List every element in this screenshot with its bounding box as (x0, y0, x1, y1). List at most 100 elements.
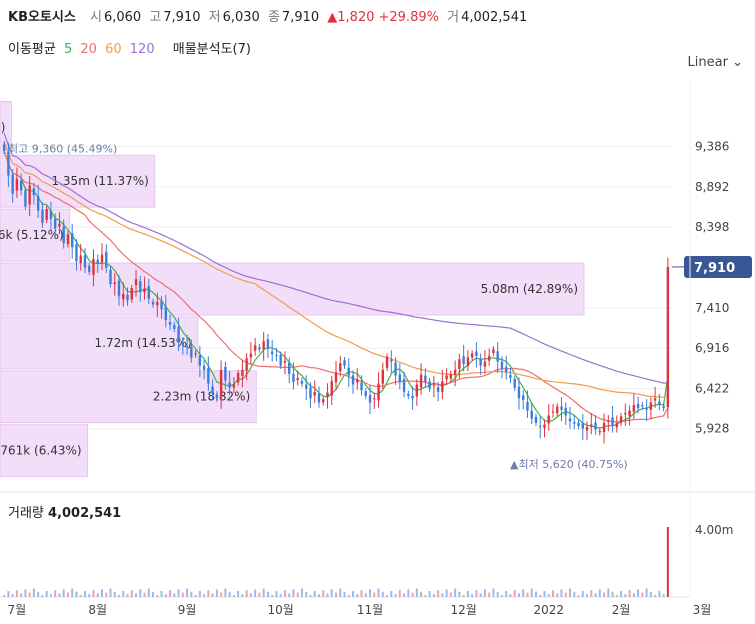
volume-bar (462, 595, 465, 597)
candle-body (228, 382, 231, 388)
volume-bar (603, 592, 606, 597)
volume-bar (249, 593, 252, 597)
volume-bar (173, 593, 176, 597)
volume-bar (390, 591, 393, 597)
x-tick-label: 2022 (533, 603, 564, 617)
ma-120: 120 (129, 42, 155, 57)
volume-bar (66, 592, 69, 597)
volume-bar (364, 593, 367, 597)
candle-body (339, 363, 342, 372)
candle-body (556, 406, 559, 414)
volume-bar (386, 595, 389, 597)
volume-bar (207, 590, 210, 597)
volume-bar (143, 592, 146, 597)
candle-body (300, 380, 304, 384)
volume-bar (564, 592, 567, 597)
volume-bar (135, 593, 138, 597)
volume-bar (339, 588, 342, 597)
volume-bar (45, 591, 48, 597)
candle-body (522, 395, 525, 400)
volume-bar (488, 592, 491, 597)
volume-profile-label: 5.08m (42.89%) (481, 282, 578, 296)
volume-bar (645, 588, 648, 597)
volume-value: 4,002,541 (461, 10, 528, 25)
y-tick-label: 7,410 (695, 301, 729, 315)
volume-bar (598, 589, 601, 597)
candle-body (194, 353, 197, 355)
x-tick-label: 12월 (450, 603, 476, 617)
volume-bar (194, 595, 197, 597)
volume-bar (203, 594, 206, 597)
volume-bar (258, 592, 261, 597)
candle-body (628, 410, 631, 416)
volume-bar (475, 590, 478, 597)
volume-profile-bar (0, 100, 12, 154)
volume-bar (156, 595, 159, 597)
candle-body (547, 415, 550, 424)
volume-bar (317, 594, 320, 597)
candle-body (424, 375, 427, 383)
candle-body (100, 254, 104, 263)
volume-bar (54, 590, 57, 597)
candle-body (492, 349, 495, 353)
candle-body (577, 422, 580, 427)
volume-bar (373, 592, 376, 597)
volume-bar (398, 590, 401, 597)
ma-line-5 (3, 150, 669, 429)
volume-bar (632, 593, 635, 597)
candle-body (419, 374, 423, 388)
volume-bar (594, 593, 597, 597)
volume-bar (241, 594, 244, 597)
chevron-down-icon[interactable]: ⌄ (732, 55, 743, 70)
volume-profile-label[interactable]: 매물분석도(7) (172, 42, 251, 57)
candle-body (245, 358, 248, 371)
volume-title-value: 4,002,541 (48, 506, 122, 521)
volume-bar (441, 593, 444, 597)
moving-average-label[interactable]: 이동평균 (8, 42, 56, 57)
volume-profile-label: 1.72m (14.53%) (95, 336, 192, 350)
candle-body (317, 393, 321, 403)
candle-body (585, 426, 589, 431)
scale-label[interactable]: Linear (687, 55, 728, 70)
volume-bar (547, 594, 550, 597)
candle-body (296, 377, 299, 381)
candle-body (402, 379, 406, 392)
candle-body (53, 218, 57, 229)
candle-body (287, 362, 291, 374)
volume-axis-label: 4.00m (695, 523, 733, 537)
candle-body (428, 381, 431, 389)
candle-body (551, 411, 555, 413)
candle-body (266, 339, 270, 349)
candle-body (411, 395, 414, 399)
candle-body (513, 378, 516, 388)
close-value: 7,910 (281, 10, 320, 25)
volume-bar (79, 595, 82, 597)
volume-bar (330, 589, 333, 597)
stock-name: KB오토시스 (8, 10, 76, 25)
candle-body (45, 208, 48, 220)
volume-profile-bar (0, 370, 257, 424)
scale-selector[interactable]: Linear ⌄ (688, 55, 743, 70)
volume-bar (279, 594, 282, 597)
volume-bar (28, 592, 31, 597)
open-label: 시 (89, 10, 102, 25)
candle-body (147, 286, 150, 299)
volume-bar (190, 591, 193, 597)
candle-body (58, 223, 61, 227)
candle-body (202, 365, 206, 370)
indicator-legend[interactable]: 이동평균 5 20 60 120 매물분석도(7) (8, 38, 255, 57)
candle-body (322, 399, 325, 403)
candle-body (190, 346, 193, 358)
y-tick-label: 5,928 (695, 422, 729, 436)
volume-bar (411, 592, 414, 597)
x-tick-label: 11월 (357, 603, 383, 617)
candle-body (32, 188, 36, 196)
candle-body (270, 351, 274, 355)
candle-body (126, 294, 129, 301)
candle-body (79, 255, 82, 264)
candle-body (262, 341, 265, 350)
candle-body (356, 379, 359, 383)
candle-body (71, 233, 74, 248)
low-value: 6,030 (222, 10, 260, 25)
